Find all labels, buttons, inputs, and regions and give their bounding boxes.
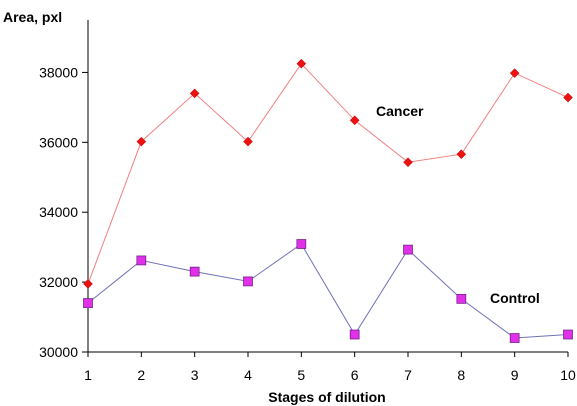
data-point-cancer [296, 58, 307, 69]
y-axis-ticks: 30000 32000 34000 36000 38000 [39, 64, 88, 360]
y-tick-label: 38000 [39, 64, 78, 80]
data-point-control [83, 298, 93, 308]
y-tick-label: 32000 [39, 274, 78, 290]
data-point-control [136, 255, 147, 266]
data-point-control [189, 266, 200, 277]
x-tick-label: 2 [137, 367, 145, 383]
x-tick-label: 9 [511, 367, 519, 383]
y-tick-label: 34000 [39, 204, 78, 220]
x-axis-ticks: 1 2 3 4 5 6 7 8 9 10 [84, 352, 576, 383]
data-point-cancer [83, 278, 93, 289]
x-tick-label: 5 [297, 367, 305, 383]
x-tick-label: 8 [457, 367, 465, 383]
x-tick-label: 6 [351, 367, 359, 383]
data-point-control [509, 333, 520, 343]
data-point-cancer [403, 157, 413, 168]
x-tick-label: 10 [560, 367, 576, 383]
data-point-cancer [243, 136, 253, 147]
data-point-control [296, 239, 307, 249]
series-label-control: Control [490, 290, 540, 306]
y-axis-title: Area, pxl [3, 9, 62, 25]
data-point-cancer [136, 136, 147, 147]
y-tick-label: 36000 [39, 134, 78, 150]
axes [87, 20, 568, 353]
data-point-cancer [509, 68, 520, 78]
series-lines [87, 62, 569, 339]
x-axis-title: Stages of dilution [268, 389, 385, 405]
data-point-control [349, 329, 360, 340]
series-line-cancer [87, 62, 569, 285]
data-point-control [243, 276, 253, 287]
data-point-control [456, 294, 467, 304]
data-point-cancer [563, 92, 573, 103]
y-tick-label: 30000 [39, 344, 78, 360]
data-point-control [563, 329, 573, 340]
series-line-control [87, 243, 569, 339]
series-label-cancer: Cancer [376, 103, 424, 119]
x-tick-label: 1 [84, 367, 92, 383]
data-point-control [403, 244, 413, 255]
x-tick-label: 3 [191, 367, 199, 383]
series-markers [83, 58, 573, 343]
x-tick-label: 4 [244, 367, 252, 383]
data-point-cancer [456, 149, 467, 160]
data-point-cancer [189, 88, 200, 99]
data-point-cancer [349, 115, 360, 126]
x-tick-label: 7 [404, 367, 412, 383]
